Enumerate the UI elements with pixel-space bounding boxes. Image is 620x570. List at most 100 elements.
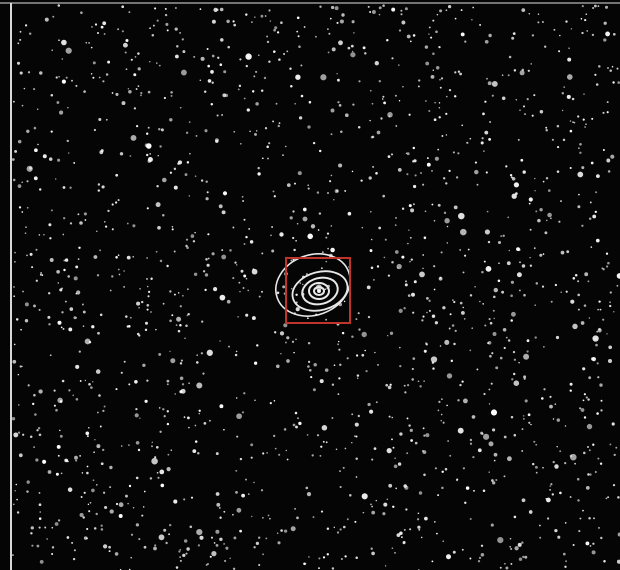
star xyxy=(146,207,149,210)
star xyxy=(206,48,209,50)
star xyxy=(522,555,525,559)
star xyxy=(410,258,413,261)
star xyxy=(207,257,210,260)
star xyxy=(564,425,567,427)
star xyxy=(245,313,249,317)
star xyxy=(204,288,207,292)
star xyxy=(206,263,210,267)
star xyxy=(605,497,608,500)
star xyxy=(294,102,297,105)
star xyxy=(283,428,287,431)
star xyxy=(406,417,409,420)
star xyxy=(412,184,417,189)
star xyxy=(207,563,209,565)
star xyxy=(552,460,555,464)
star xyxy=(540,397,544,400)
star xyxy=(93,451,95,454)
star xyxy=(554,403,557,405)
star xyxy=(18,404,20,406)
star xyxy=(586,30,589,32)
star xyxy=(432,52,435,55)
star xyxy=(572,323,578,330)
star xyxy=(146,153,149,157)
star xyxy=(81,472,84,474)
star xyxy=(449,454,452,457)
star xyxy=(298,116,303,120)
star xyxy=(286,359,290,363)
star xyxy=(343,300,346,303)
star xyxy=(479,23,482,26)
star xyxy=(298,421,302,426)
star xyxy=(90,73,93,75)
star xyxy=(169,350,171,353)
star xyxy=(243,243,246,245)
star xyxy=(523,377,526,380)
star xyxy=(51,526,54,529)
star xyxy=(53,389,56,392)
star xyxy=(537,21,540,24)
star xyxy=(13,432,19,438)
star xyxy=(439,9,443,13)
star xyxy=(311,454,314,457)
star xyxy=(613,311,615,313)
star xyxy=(257,54,260,57)
star xyxy=(171,228,174,231)
star xyxy=(238,84,242,88)
star xyxy=(141,300,144,304)
star xyxy=(21,181,23,183)
star xyxy=(223,428,225,431)
star xyxy=(290,287,293,290)
star xyxy=(568,47,570,50)
star xyxy=(534,336,537,339)
star xyxy=(424,516,428,521)
star xyxy=(425,433,430,438)
star xyxy=(409,260,411,263)
star xyxy=(218,506,221,509)
star xyxy=(522,170,526,174)
star xyxy=(183,498,186,501)
star xyxy=(229,249,232,252)
star xyxy=(554,528,558,533)
star xyxy=(219,340,221,342)
star xyxy=(590,161,594,165)
star xyxy=(177,292,180,294)
star xyxy=(149,27,152,30)
star xyxy=(564,565,567,568)
star xyxy=(262,553,264,556)
star xyxy=(84,379,87,382)
star xyxy=(403,528,406,531)
star xyxy=(591,117,594,120)
star xyxy=(38,433,42,437)
star xyxy=(241,195,244,198)
star xyxy=(437,203,441,207)
star xyxy=(166,29,169,32)
star xyxy=(534,465,538,469)
star xyxy=(577,171,584,178)
star xyxy=(405,280,407,283)
star xyxy=(412,146,416,150)
star xyxy=(297,171,302,176)
star xyxy=(357,312,360,315)
star xyxy=(586,423,593,430)
star xyxy=(320,267,323,270)
star xyxy=(186,288,189,291)
star xyxy=(49,258,54,262)
star xyxy=(423,349,427,353)
star xyxy=(16,61,21,65)
star xyxy=(572,121,574,123)
star xyxy=(552,418,555,420)
star xyxy=(129,316,132,319)
star xyxy=(572,277,576,280)
star xyxy=(251,21,253,23)
star xyxy=(83,491,86,494)
star xyxy=(205,197,209,201)
star xyxy=(62,186,66,189)
star xyxy=(581,31,584,35)
star xyxy=(318,557,321,560)
star xyxy=(253,361,258,365)
star xyxy=(424,45,429,49)
star xyxy=(564,461,567,465)
star xyxy=(188,426,190,429)
star xyxy=(214,138,219,143)
star xyxy=(502,234,505,237)
